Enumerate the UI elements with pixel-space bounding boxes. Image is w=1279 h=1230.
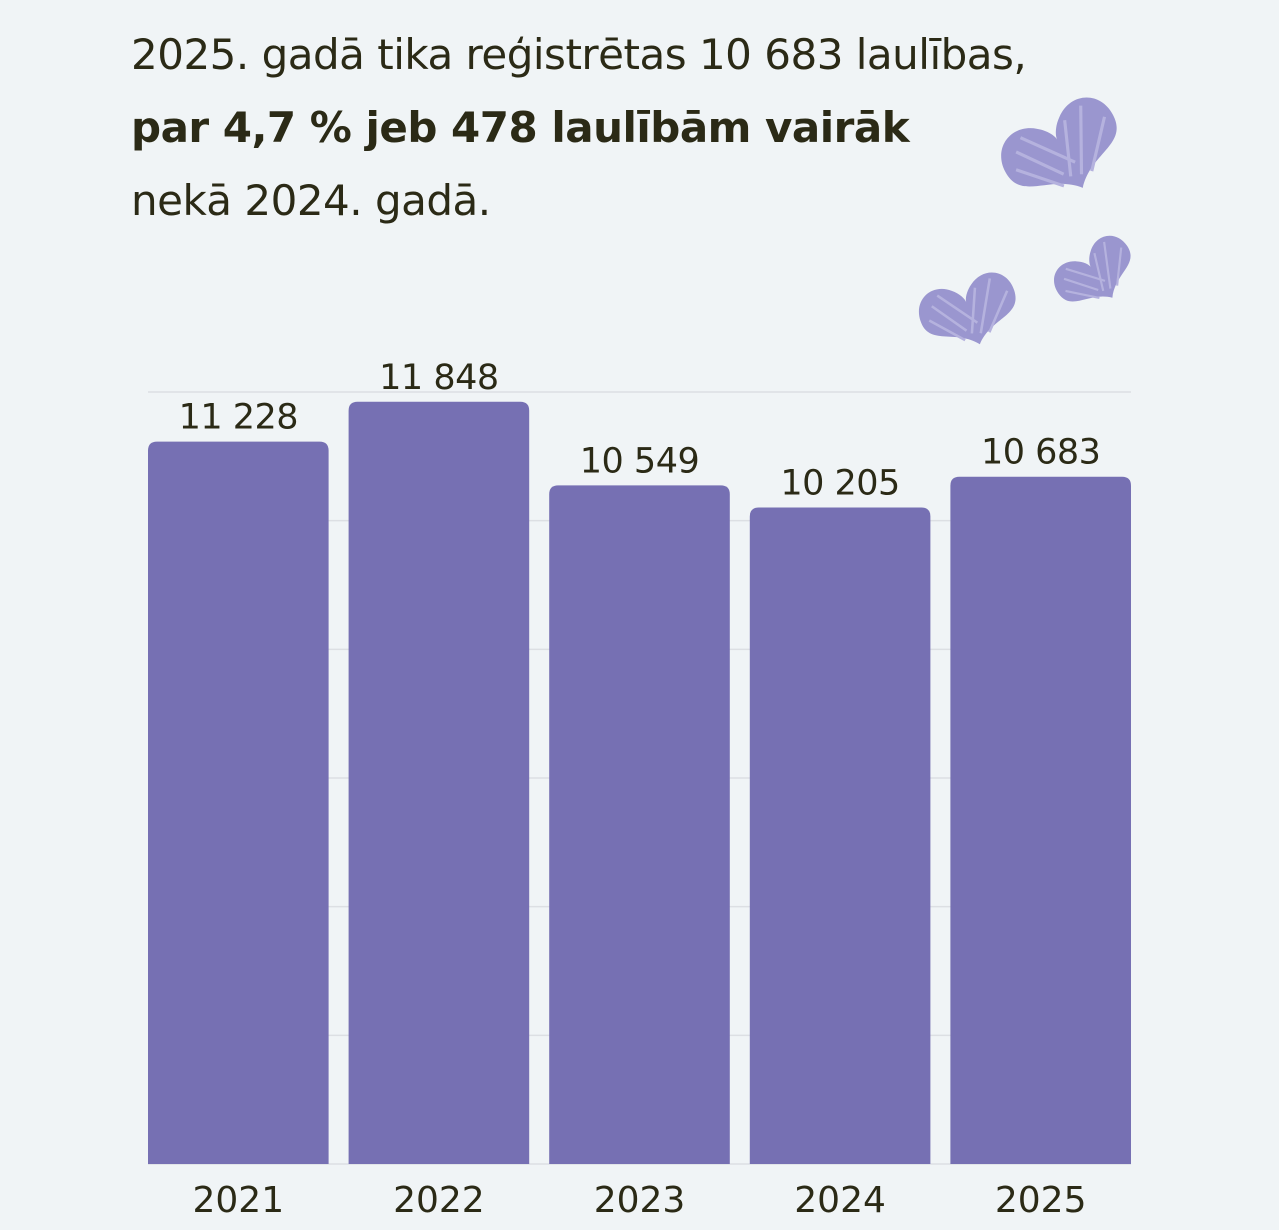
heart-icon: [912, 266, 1027, 360]
x-tick-label-2021: 2021: [192, 1180, 284, 1221]
x-tick-label-2025: 2025: [995, 1180, 1087, 1221]
bar-2025: [950, 476, 1131, 1164]
heart-icon: [1046, 228, 1147, 322]
data-label-2022: 11 848: [379, 358, 498, 398]
data-label-2025: 10 683: [981, 433, 1100, 473]
data-label-2023: 10 549: [580, 441, 699, 481]
x-tick-label-2022: 2022: [393, 1180, 485, 1221]
headline-line-3: nekā 2024. gadā.: [131, 176, 491, 225]
headline-line-1: 2025. gadā tika reģistrētas 10 683 laulī…: [131, 30, 1027, 79]
bar-2024: [749, 507, 931, 1164]
data-label-2024: 10 205: [780, 463, 899, 503]
heart-icon: [990, 87, 1137, 217]
bar-2022: [348, 401, 530, 1164]
x-tick-label-2023: 2023: [594, 1180, 686, 1221]
bar-2021: [148, 441, 329, 1164]
bar-2023: [549, 485, 730, 1164]
hearts-decoration: [912, 87, 1147, 360]
headline-line-2: par 4,7 % jeb 478 laulībām vairāk: [131, 103, 910, 152]
headline: 2025. gadā tika reģistrētas 10 683 laulī…: [131, 18, 1231, 237]
data-label-2021: 11 228: [179, 398, 298, 438]
x-tick-label-2024: 2024: [794, 1180, 886, 1221]
